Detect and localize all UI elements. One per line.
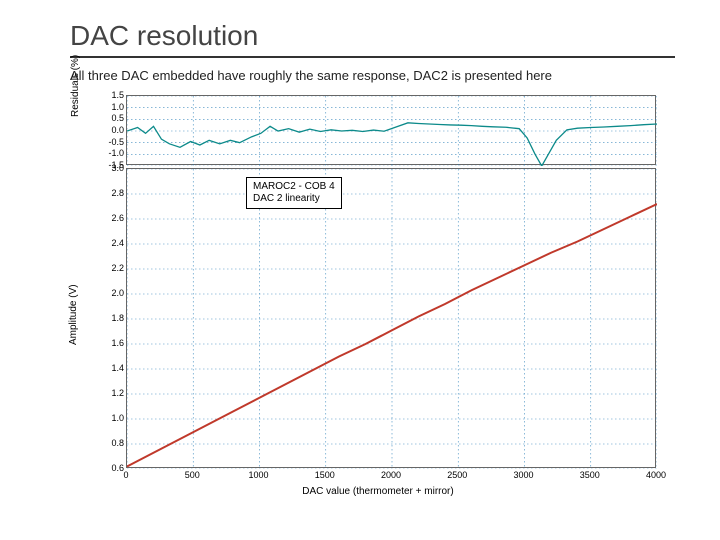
tick-label: 1.6 [96,338,124,348]
tick-label: 0.6 [96,463,124,473]
tick-label: 1.0 [96,413,124,423]
tick-label: 0.8 [96,438,124,448]
tick-label: 2.6 [96,213,124,223]
chart-legend: MAROC2 - COB 4 DAC 2 linearity [246,177,342,209]
chart-area: Residuals (%) Amplitude (V) DAC value (t… [78,95,678,495]
tick-label: 500 [185,470,200,480]
tick-label: 3000 [513,470,533,480]
tick-label: 1.8 [96,313,124,323]
plot-residuals [126,95,656,165]
tick-label: 2.4 [96,238,124,248]
amplitude-svg [127,169,657,469]
residuals-svg [127,96,657,166]
tick-label: -0.5 [96,137,124,147]
tick-label: 2.8 [96,188,124,198]
legend-line2: DAC 2 linearity [253,193,335,205]
tick-label: 2000 [381,470,401,480]
tick-label: 2500 [447,470,467,480]
slide-subtitle: All three DAC embedded have roughly the … [70,68,675,85]
tick-label: 3.0 [96,163,124,173]
tick-label: 1.2 [96,388,124,398]
title-rule [70,56,675,58]
tick-label: 3500 [580,470,600,480]
y-label-residuals: Residuals (%) [70,55,81,117]
plot-amplitude [126,168,656,468]
tick-label: 1.5 [96,90,124,100]
tick-label: -1.0 [96,148,124,158]
tick-label: 2.2 [96,263,124,273]
tick-label: 0.0 [96,125,124,135]
tick-label: 0.5 [96,113,124,123]
legend-line1: MAROC2 - COB 4 [253,181,335,193]
y-label-amplitude: Amplitude (V) [68,284,79,345]
slide-title: DAC resolution [70,20,675,52]
tick-label: 1.4 [96,363,124,373]
tick-label: 1500 [315,470,335,480]
tick-label: 2.0 [96,288,124,298]
tick-label: 4000 [646,470,666,480]
x-label: DAC value (thermometer + mirror) [302,486,453,497]
tick-label: 1000 [248,470,268,480]
tick-label: 1.0 [96,102,124,112]
tick-label: 0 [123,470,128,480]
